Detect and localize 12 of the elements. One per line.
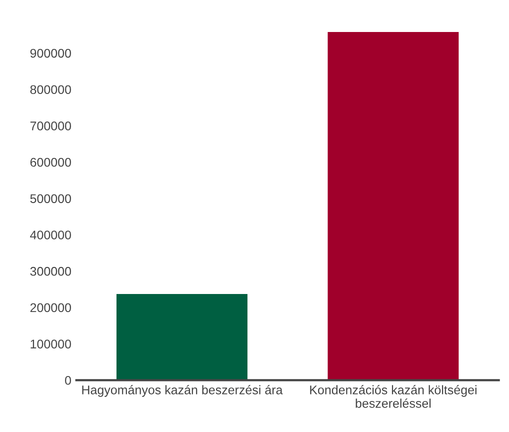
y-tick-label: 800000: [30, 85, 72, 94]
y-tick-label: 200000: [30, 303, 72, 312]
y-tick-label: 900000: [30, 48, 72, 58]
y-tick-label: 600000: [30, 158, 72, 167]
y-tick-label: 0: [65, 376, 71, 385]
y-tick-label: 100000: [30, 340, 72, 348]
x-tick-label: Hagyományos kazán beszerzési ára: [82, 385, 283, 397]
y-tick-label: 300000: [30, 266, 72, 276]
y-tick-label: 500000: [30, 194, 72, 204]
y-tick-label: 700000: [30, 122, 72, 130]
x-tick-label: Kondenzációs kazán költségei beszereléssel: [310, 385, 476, 408]
y-tick-label: 400000: [30, 230, 72, 240]
